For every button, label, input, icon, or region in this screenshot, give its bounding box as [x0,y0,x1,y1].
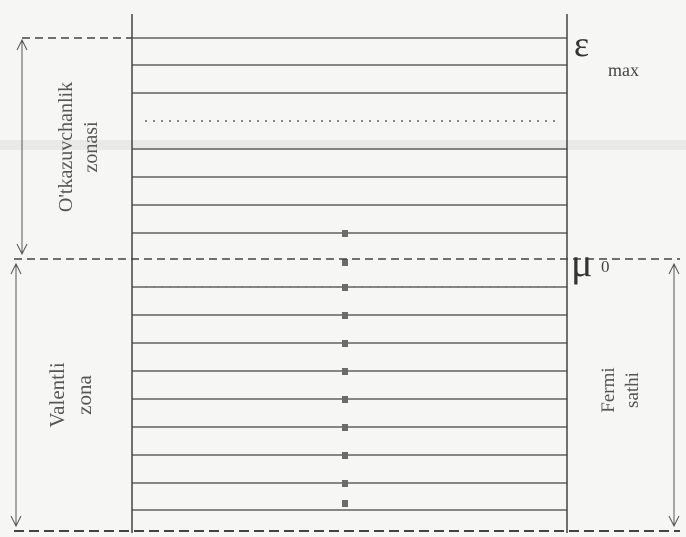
electron-dot [342,396,348,403]
fermi-arrow-head-bottom [668,515,680,528]
electron-dot [342,312,348,319]
scan-artifact [0,140,686,150]
conduction-zone-label-line1: O'tkazuvchanlik [55,82,77,212]
conduction-zone-label-line2: zonasi [80,121,102,173]
electron-dot [342,368,348,375]
mu-subscript: 0 [601,257,610,276]
electron-dot [342,340,348,347]
epsilon-symbol: ε [574,24,589,64]
valence-arrow-head-bottom [10,515,22,528]
valence-zone-label-line1: Valentli [45,362,69,427]
valence-arrow-head-top [10,262,22,275]
dotted-continuation-rows [145,120,558,288]
conduction-arrow-head-bottom [16,243,28,256]
valence-zone-label-line2: zona [72,375,96,415]
fermi-level-label-line2: sathi [622,372,643,408]
epsilon-subscript: max [608,60,639,80]
electron-dot [342,259,348,266]
electron-dot [342,284,348,291]
fermi-arrow-head-top [668,262,680,275]
electron-dot [342,452,348,459]
energy-levels [132,37,567,511]
electron-dots [342,230,348,507]
electron-dot [342,230,348,237]
fermi-level-label-line1: Fermi [598,367,619,412]
conduction-arrow-head-top [16,38,28,51]
mu-symbol: μ [571,240,592,285]
electron-dot [342,500,348,507]
electron-dot [342,480,348,487]
electron-dot [342,424,348,431]
